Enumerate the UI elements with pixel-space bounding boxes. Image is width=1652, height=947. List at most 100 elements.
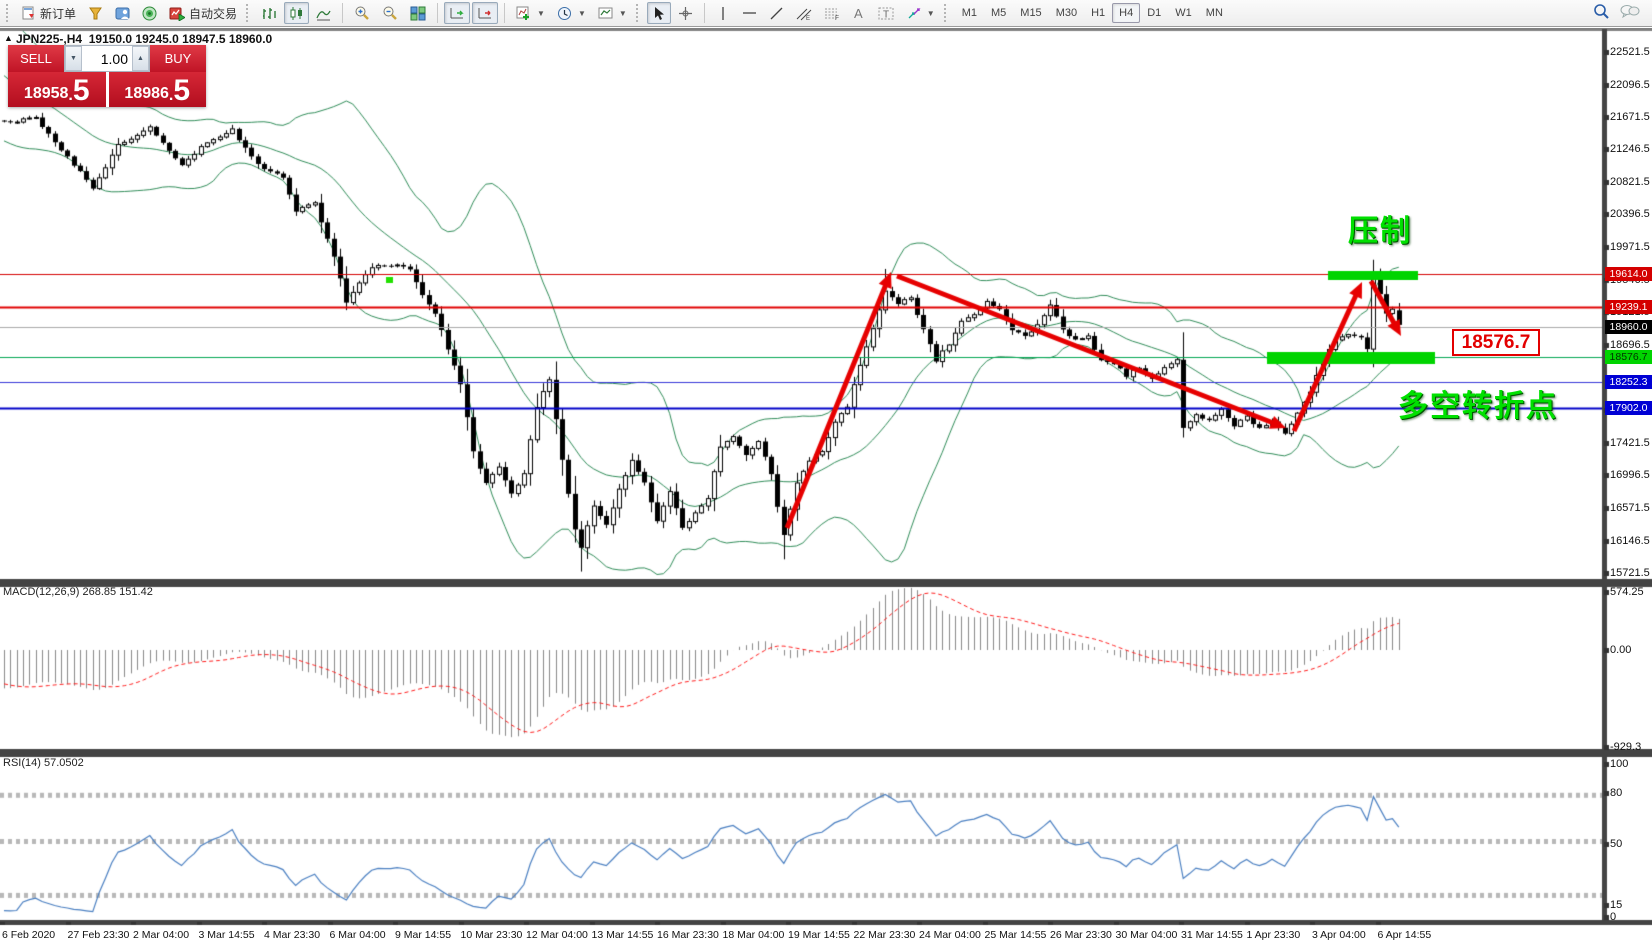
chart-window[interactable]: ▲ JPN225-,H4 19150.0 19245.0 18947.5 189… [0, 28, 1652, 947]
svg-text:E: E [806, 16, 810, 21]
text-label-button[interactable]: T [873, 2, 899, 24]
trendline-button[interactable] [764, 2, 789, 24]
horizontal-line-button[interactable] [737, 2, 762, 24]
funnel-button[interactable] [83, 2, 108, 24]
buy-price-fraction: 5 [173, 74, 191, 107]
auto-trading-icon [169, 6, 186, 21]
tile-windows-icon [410, 6, 426, 21]
new-order-button[interactable]: 新订单 [17, 2, 81, 24]
dropdown-caret: ▼ [577, 8, 586, 18]
macd-tick: 574.25 [1610, 586, 1644, 598]
cursor-button[interactable] [646, 2, 671, 24]
price-tick: 21246.5 [1610, 143, 1650, 155]
price-level-chip[interactable]: 18960.0 [1605, 320, 1652, 334]
chat-icon[interactable] [1620, 3, 1640, 24]
toolbar-drag-handle[interactable] [635, 4, 641, 22]
sell-price-tile[interactable]: 18958. 5 [8, 72, 106, 107]
volume-increase-button[interactable]: ▲ [132, 46, 149, 71]
zoom-out-icon [382, 5, 398, 21]
signal-button[interactable] [137, 2, 162, 24]
one-click-trading-panel: SELL ▼ ▲ BUY 18958.5 18986.5 [8, 45, 206, 107]
price-tick: 15721.5 [1610, 567, 1650, 579]
volume-decrease-button[interactable]: ▼ [65, 46, 82, 71]
price-tick: 17421.5 [1610, 437, 1650, 449]
time-tick: 22 Mar 23:30 [853, 929, 916, 941]
auto-scroll-icon [449, 6, 465, 21]
crosshair-icon [678, 6, 693, 21]
bar-chart-button[interactable] [257, 2, 282, 24]
time-tick: 3 Apr 04:00 [1312, 929, 1366, 941]
timeframe-h4[interactable]: H4 [1112, 3, 1141, 23]
rsi-tick: 0 [1610, 911, 1617, 923]
chart-canvas[interactable] [0, 28, 1652, 947]
fibonacci-button[interactable]: F [819, 2, 845, 24]
text-button[interactable]: A [847, 2, 871, 24]
one-click-collapse-arrow[interactable]: ▲ [4, 33, 13, 43]
time-tick: 18 Mar 04:00 [722, 929, 785, 941]
buy-price-tile[interactable]: 18986. 5 [108, 72, 206, 107]
arrows-tool-button[interactable]: ▼ [901, 2, 940, 24]
timeframe-group: M1 M5 M15 M30 H1 H4 D1 W1 MN [955, 3, 1230, 23]
timeframe-w1[interactable]: W1 [1175, 7, 1192, 19]
channel-button[interactable]: E [791, 2, 817, 24]
price-level-chip[interactable]: 19614.0 [1605, 267, 1652, 281]
resistance-annotation[interactable]: 压制 [1348, 215, 1412, 248]
timeframe-mn[interactable]: MN [1205, 7, 1223, 19]
auto-trading-button[interactable]: 自动交易 [164, 2, 242, 24]
line-chart-icon [316, 6, 331, 21]
signal-icon [142, 6, 157, 21]
timeframe-m30[interactable]: M30 [1055, 7, 1078, 19]
toolbar-drag-handle[interactable] [6, 4, 11, 22]
turning-point-annotation[interactable]: 多空转折点 [1398, 390, 1558, 423]
zoom-in-icon [354, 5, 370, 21]
auto-trading-label: 自动交易 [189, 6, 238, 21]
price-level-chip[interactable]: 19239.1 [1605, 300, 1652, 314]
candle-chart-button[interactable] [284, 2, 310, 24]
search-icon[interactable] [1593, 3, 1610, 24]
vertical-line-button[interactable] [711, 2, 735, 24]
time-tick: 1 Apr 23:30 [1246, 929, 1301, 941]
market-watch-button[interactable] [110, 2, 135, 24]
chart-shift-button[interactable] [472, 2, 499, 24]
timeframe-m1[interactable]: M1 [961, 7, 977, 19]
toolbar-drag-handle[interactable] [943, 4, 949, 22]
templates-button[interactable]: ▼ [593, 2, 632, 24]
time-tick: 16 Mar 23:30 [657, 929, 719, 941]
timeframe-m15[interactable]: M15 [1020, 7, 1042, 19]
candle-chart-icon [289, 6, 304, 21]
time-tick: 9 Mar 14:55 [395, 929, 452, 941]
price-level-chip[interactable]: 17902.0 [1605, 401, 1652, 415]
indicators-button[interactable]: ▼ [511, 2, 550, 24]
time-tick: 30 Mar 04:00 [1115, 929, 1178, 941]
auto-scroll-button[interactable] [444, 2, 471, 24]
price-tick: 16571.5 [1610, 502, 1650, 514]
svg-text:F: F [835, 15, 839, 21]
dropdown-caret: ▼ [618, 8, 627, 18]
timeframe-h1[interactable]: H1 [1091, 7, 1106, 19]
timeframe-m5[interactable]: M5 [991, 7, 1007, 19]
zoom-out-button[interactable] [377, 2, 403, 24]
price-level-chip[interactable]: 18576.7 [1605, 350, 1652, 364]
crosshair-button[interactable] [673, 2, 698, 24]
funnel-icon [88, 6, 103, 21]
zoom-in-button[interactable] [349, 2, 375, 24]
sell-button[interactable]: SELL [8, 45, 64, 72]
price-level-box[interactable]: 18576.7 [1452, 329, 1540, 356]
volume-input[interactable] [82, 46, 132, 71]
tile-windows-button[interactable] [405, 2, 431, 24]
rsi-tick: 100 [1610, 758, 1629, 770]
templates-icon [598, 6, 614, 21]
periods-button[interactable]: ▼ [552, 2, 591, 24]
channel-icon: E [796, 6, 812, 21]
toolbar-drag-handle[interactable] [246, 4, 251, 22]
rsi-tick: 15 [1610, 899, 1623, 911]
chart-symbol-period: JPN225-,H4 [16, 32, 83, 46]
price-level-chip[interactable]: 18252.3 [1605, 375, 1652, 389]
new-order-icon [22, 6, 36, 20]
time-tick: 6 Apr 14:55 [1377, 929, 1432, 941]
price-tick: 21671.5 [1610, 111, 1650, 123]
timeframe-d1[interactable]: D1 [1147, 7, 1162, 19]
line-chart-button[interactable] [311, 2, 336, 24]
buy-button[interactable]: BUY [150, 45, 206, 72]
price-tick: 18696.5 [1610, 339, 1650, 351]
